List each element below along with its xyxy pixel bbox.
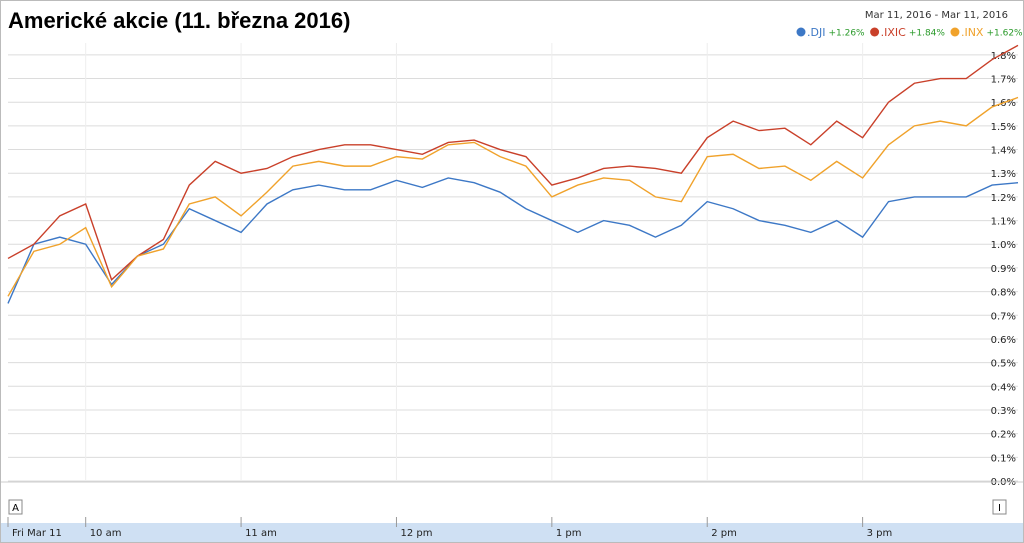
annotation-label: I xyxy=(998,503,1001,514)
legend-name: .DJI xyxy=(807,26,825,39)
x-axis-strip xyxy=(1,523,1023,542)
legend-swatch xyxy=(870,27,880,37)
x-tick-label: Fri Mar 11 xyxy=(12,528,62,539)
y-tick-label: 0.2% xyxy=(991,430,1016,441)
y-tick-label: 1.8% xyxy=(991,51,1016,62)
chart-title: Americké akcie (11. března 2016) xyxy=(8,8,350,33)
legend-change: +1.26% xyxy=(828,29,865,39)
y-tick-label: 0.4% xyxy=(991,382,1016,393)
y-tick-label: 0.7% xyxy=(991,311,1016,322)
y-tick-label: 0.9% xyxy=(991,264,1016,275)
y-tick-label: 1.5% xyxy=(991,122,1016,133)
x-tick-label: 10 am xyxy=(90,528,122,539)
y-tick-label: 1.6% xyxy=(991,98,1016,109)
y-tick-label: 0.8% xyxy=(991,288,1016,299)
annotation-flag xyxy=(992,499,1007,515)
y-tick-label: 0.6% xyxy=(991,335,1016,346)
annotation-flag xyxy=(8,499,23,515)
legend-name: .IXIC xyxy=(881,26,907,39)
y-tick-label: 1.3% xyxy=(991,169,1016,180)
legend-swatch xyxy=(796,27,806,37)
y-tick-label: 1.1% xyxy=(991,217,1016,228)
y-tick-label: 0.1% xyxy=(991,453,1016,464)
x-tick-label: 11 am xyxy=(245,528,277,539)
series-line xyxy=(7,96,1019,297)
legend-change: +1.62% xyxy=(986,29,1023,39)
annotation-label: A xyxy=(12,503,19,514)
y-tick-label: 1.7% xyxy=(991,75,1016,86)
series-line xyxy=(7,44,1019,281)
legend-change: +1.84% xyxy=(909,29,946,39)
legend: .DJI +1.26% .IXIC +1.84% .INX +1.62% xyxy=(796,26,1023,39)
x-tick-label: 1 pm xyxy=(556,528,582,539)
y-tick-label: 1.0% xyxy=(991,240,1016,251)
y-tick-label: 1.2% xyxy=(991,193,1016,204)
legend-name: .INX xyxy=(961,26,984,39)
y-tick-label: 0.5% xyxy=(991,359,1016,370)
date-range: Mar 11, 2016 - Mar 11, 2016 xyxy=(865,10,1008,21)
x-tick-label: 3 pm xyxy=(867,528,893,539)
x-tick-label: 12 pm xyxy=(400,528,432,539)
y-tick-label: 0.3% xyxy=(991,406,1016,417)
y-tick-label: 1.4% xyxy=(991,146,1016,157)
x-tick-label: 2 pm xyxy=(711,528,737,539)
legend-swatch xyxy=(950,27,960,37)
